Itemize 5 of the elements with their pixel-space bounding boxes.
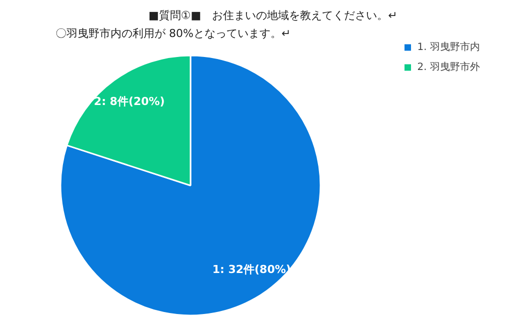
- data-label: 2: 8件(20%): [94, 94, 165, 108]
- chart-title: ■質問①■ お住まいの地域を教えてください。↵: [148, 9, 398, 22]
- legend-label: 1. 羽曳野市内: [417, 40, 480, 54]
- legend-label: 2. 羽曳野市外: [417, 60, 480, 74]
- chart-subtitle: 〇羽曳野市内の利用が 80%となっています。↵: [56, 27, 291, 40]
